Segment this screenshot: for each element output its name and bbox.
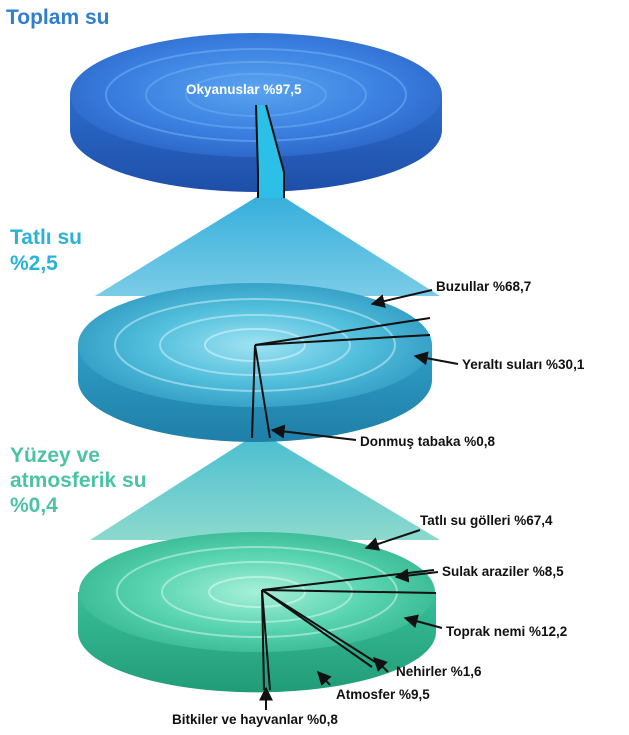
disk-total-water xyxy=(70,33,442,198)
disk-fresh-water xyxy=(78,283,432,442)
label-soil-moisture: Toprak nemi %12,2 xyxy=(446,624,567,639)
cone-total-to-fresh xyxy=(95,196,440,296)
title-surface-water-percent: %0,4 xyxy=(10,494,58,517)
label-biota: Bitkiler ve hayvanlar %0,8 xyxy=(172,712,338,727)
label-oceans: Okyanuslar %97,5 xyxy=(186,82,302,97)
label-atmosphere: Atmosfer %9,5 xyxy=(336,687,430,702)
freshwater-slice xyxy=(256,105,284,198)
label-permafrost: Donmuş tabaka %0,8 xyxy=(360,434,496,449)
disk-surface-water xyxy=(78,532,437,693)
title-fresh-water: Tatlı su xyxy=(10,226,82,249)
label-lakes: Tatlı su gölleri %67,4 xyxy=(420,513,553,528)
title-surface-water-1: Yüzey ve xyxy=(10,444,100,467)
label-rivers: Nehirler %1,6 xyxy=(396,664,482,679)
title-total-water: Toplam su xyxy=(6,6,109,29)
pointer-arrows xyxy=(259,289,459,710)
title-fresh-water-percent: %2,5 xyxy=(10,252,58,275)
cone-fresh-to-surface xyxy=(90,438,440,540)
title-surface-water-2: atmosferik su xyxy=(10,469,147,492)
label-wetlands: Sulak araziler %8,5 xyxy=(442,564,564,579)
label-groundwater: Yeraltı suları %30,1 xyxy=(462,357,585,372)
label-glaciers: Buzullar %68,7 xyxy=(436,279,531,294)
